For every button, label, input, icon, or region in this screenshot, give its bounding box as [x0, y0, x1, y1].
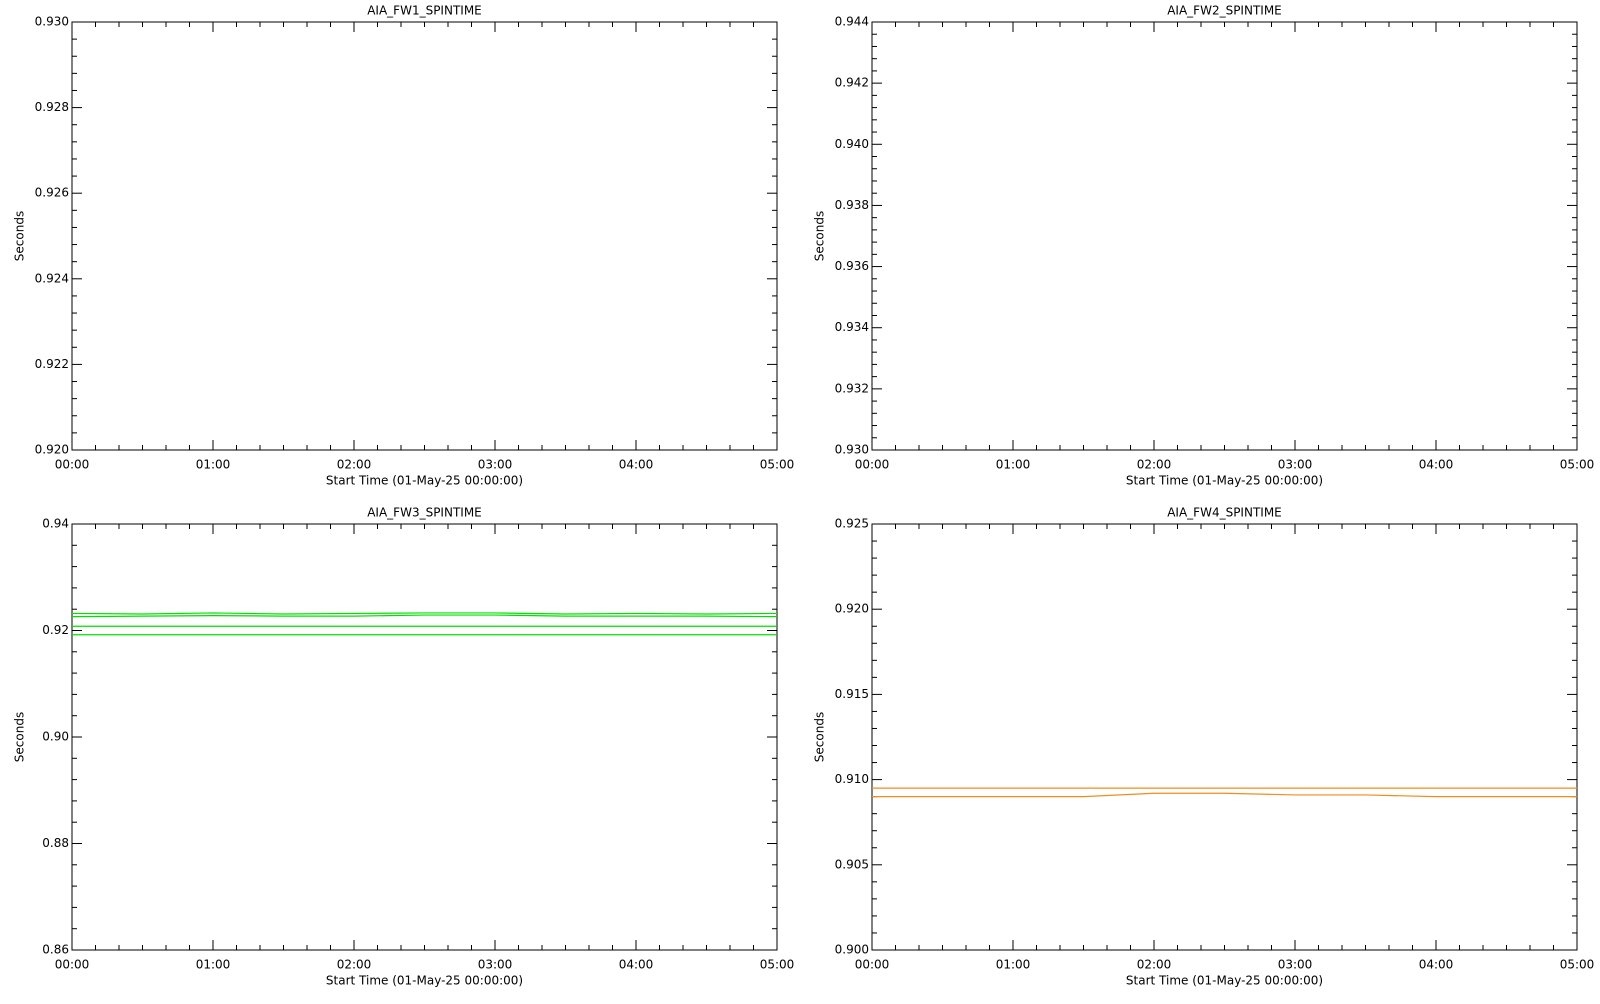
- y-tick-label: 0.930: [35, 15, 69, 29]
- y-tick-label: 0.932: [835, 381, 869, 395]
- x-axis-label: Start Time (01-May-25 00:00:00): [1126, 974, 1323, 988]
- x-tick-label: 01:00: [196, 458, 231, 472]
- x-tick-label: 04:00: [1419, 458, 1454, 472]
- x-tick-label: 01:00: [196, 958, 231, 972]
- x-tick-label: 00:00: [855, 958, 890, 972]
- y-tick-label: 0.926: [35, 186, 69, 200]
- y-tick-label: 0.922: [35, 357, 69, 371]
- x-tick-label: 00:00: [855, 458, 890, 472]
- x-tick-label: 02:00: [337, 958, 372, 972]
- y-tick-label: 0.920: [835, 602, 869, 616]
- x-tick-label: 02:00: [337, 458, 372, 472]
- x-tick-label: 03:00: [478, 458, 513, 472]
- x-tick-label: 03:00: [1278, 958, 1313, 972]
- y-tick-label: 0.86: [42, 943, 69, 957]
- x-tick-label: 05:00: [1560, 958, 1595, 972]
- chart-title: AIA_FW2_SPINTIME: [1167, 4, 1282, 18]
- chart-title: AIA_FW4_SPINTIME: [1167, 506, 1282, 520]
- y-axis-label: Seconds: [13, 712, 27, 762]
- y-tick-label: 0.940: [835, 137, 869, 151]
- y-tick-label: 0.920: [35, 443, 69, 457]
- x-tick-label: 01:00: [996, 958, 1031, 972]
- y-axis-label: Seconds: [813, 211, 827, 261]
- y-tick-label: 0.94: [42, 517, 69, 531]
- x-tick-label: 00:00: [55, 958, 90, 972]
- x-tick-label: 02:00: [1137, 458, 1172, 472]
- chart-title: AIA_FW1_SPINTIME: [367, 4, 482, 18]
- y-tick-label: 0.924: [35, 271, 69, 285]
- y-tick-label: 0.90: [42, 730, 69, 744]
- y-tick-label: 0.938: [835, 198, 869, 212]
- y-tick-label: 0.942: [835, 76, 869, 90]
- data-line: [872, 792, 1577, 798]
- y-tick-label: 0.900: [835, 943, 869, 957]
- plot-frame: [871, 21, 1578, 451]
- x-tick-label: 04:00: [1419, 958, 1454, 972]
- y-tick-label: 0.928: [35, 100, 69, 114]
- y-tick-label: 0.905: [835, 857, 869, 871]
- y-tick-label: 0.934: [835, 320, 869, 334]
- y-tick-label: 0.925: [835, 517, 869, 531]
- x-tick-label: 05:00: [760, 458, 795, 472]
- x-tick-label: 05:00: [1560, 458, 1595, 472]
- y-tick-label: 0.930: [835, 443, 869, 457]
- x-tick-label: 03:00: [478, 958, 513, 972]
- y-axis-label: Seconds: [13, 211, 27, 261]
- x-tick-label: 02:00: [1137, 958, 1172, 972]
- y-tick-label: 0.915: [835, 687, 869, 701]
- plot-frame: [71, 21, 778, 451]
- x-tick-label: 03:00: [1278, 458, 1313, 472]
- data-line: [71, 614, 778, 618]
- y-tick-label: 0.936: [835, 259, 869, 273]
- x-tick-label: 05:00: [760, 958, 795, 972]
- y-tick-label: 0.92: [42, 623, 69, 637]
- chart-title: AIA_FW3_SPINTIME: [367, 506, 482, 520]
- x-tick-label: 01:00: [996, 458, 1031, 472]
- plot-frame: [71, 523, 778, 951]
- y-tick-label: 0.944: [835, 15, 869, 29]
- x-tick-label: 04:00: [619, 458, 654, 472]
- x-axis-label: Start Time (01-May-25 00:00:00): [326, 974, 523, 988]
- y-axis-label: Seconds: [813, 712, 827, 762]
- x-axis-label: Start Time (01-May-25 00:00:00): [1126, 474, 1323, 488]
- plot-frame: [871, 523, 1578, 951]
- data-line: [71, 612, 778, 615]
- x-axis-label: Start Time (01-May-25 00:00:00): [326, 474, 523, 488]
- x-tick-label: 00:00: [55, 458, 90, 472]
- y-tick-label: 0.88: [42, 836, 69, 850]
- y-tick-label: 0.910: [835, 772, 869, 786]
- x-tick-label: 04:00: [619, 958, 654, 972]
